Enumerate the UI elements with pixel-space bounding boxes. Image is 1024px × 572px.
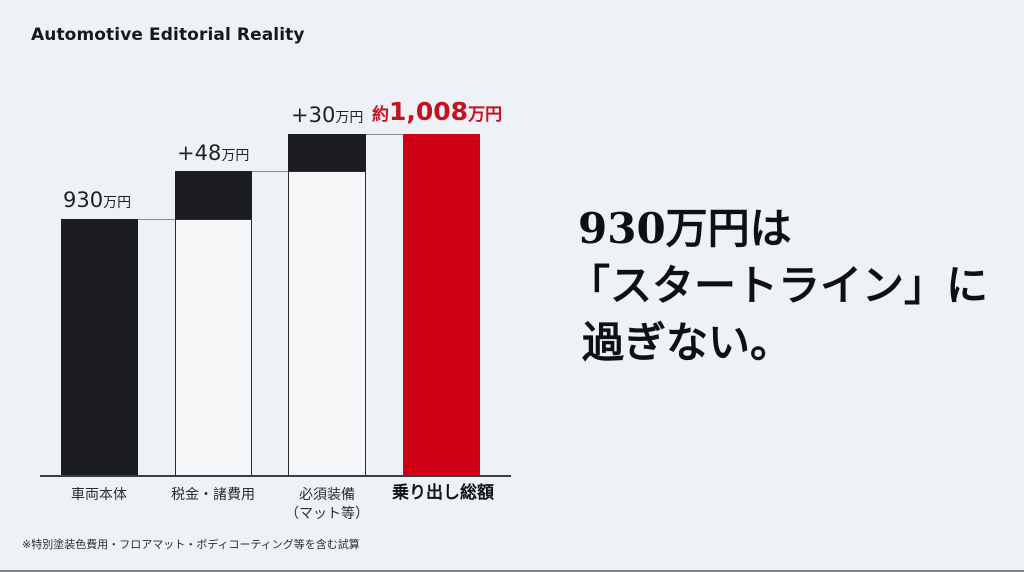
category-label-required-equipment-line2: （マット等） (285, 506, 369, 522)
bar-vehicle-body (61, 219, 138, 475)
bar-tax-fees-base (175, 219, 252, 475)
bar-required-equipment (288, 134, 366, 475)
bar-required-equipment-base (288, 171, 366, 475)
value-label-tax-fees: +48万円 (177, 141, 250, 165)
x-axis-baseline (40, 475, 511, 477)
bar-total (403, 134, 480, 475)
category-label-total: 乗り出し総額 (392, 483, 494, 503)
connector-3 (366, 134, 403, 135)
bar-tax-fees (175, 171, 252, 475)
bar-required-equipment-increment (288, 134, 366, 171)
bar-total-fill (403, 134, 480, 475)
connector-2 (252, 171, 288, 172)
value-label-vehicle-body: 930万円 (63, 188, 132, 212)
headline: 930万円は 「スタートライン」に 過ぎない。 (568, 200, 988, 371)
category-label-tax-fees: 税金・諸費用 (171, 487, 255, 503)
footnote: ※特別塗装色費用・フロアマット・ボディコーティング等を含む試算 (22, 538, 360, 551)
waterfall-chart: 930万円 +48万円 +30万円 約1,008万円 車両本体 税金・諸費用 必… (40, 97, 511, 524)
category-label-required-equipment-line1: 必須装備 (299, 487, 355, 503)
category-label-vehicle-body: 車両本体 (71, 487, 127, 503)
headline-line-2: 「スタートライン」に (568, 261, 989, 310)
brand-title: Automotive Editorial Reality (31, 25, 305, 45)
bottom-rule (0, 570, 1024, 572)
category-label-required-equipment: 必須装備 （マット等） (272, 486, 382, 524)
headline-line-3: 過ぎない。 (582, 318, 793, 367)
connector-1 (138, 219, 175, 220)
value-label-total: 約1,008万円 (372, 97, 503, 126)
headline-line-1: 930万円は (578, 204, 792, 253)
value-label-required-equipment: +30万円 (291, 103, 364, 127)
bar-tax-fees-increment (175, 171, 252, 219)
bar-vehicle-body-fill (61, 219, 138, 475)
